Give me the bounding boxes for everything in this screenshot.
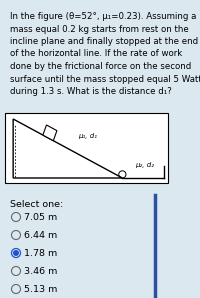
- Text: 3.46 m: 3.46 m: [24, 267, 58, 276]
- Circle shape: [13, 250, 19, 256]
- Text: 1.78 m: 1.78 m: [24, 249, 58, 258]
- Text: 7.05 m: 7.05 m: [24, 213, 58, 222]
- Text: In the figure (θ=52°, μ₁=0.23). Assuming a
mass equal 0.2 kg starts from rest on: In the figure (θ=52°, μ₁=0.23). Assuming…: [10, 12, 200, 96]
- Polygon shape: [43, 125, 57, 141]
- Text: μ₁, d₁: μ₁, d₁: [78, 134, 97, 139]
- Text: 5.13 m: 5.13 m: [24, 285, 58, 294]
- FancyBboxPatch shape: [5, 5, 195, 113]
- Text: 6.44 m: 6.44 m: [24, 231, 58, 240]
- Text: Select one:: Select one:: [10, 200, 63, 209]
- Text: μ₂, d₂: μ₂, d₂: [135, 162, 154, 168]
- Bar: [5, 113, 168, 183]
